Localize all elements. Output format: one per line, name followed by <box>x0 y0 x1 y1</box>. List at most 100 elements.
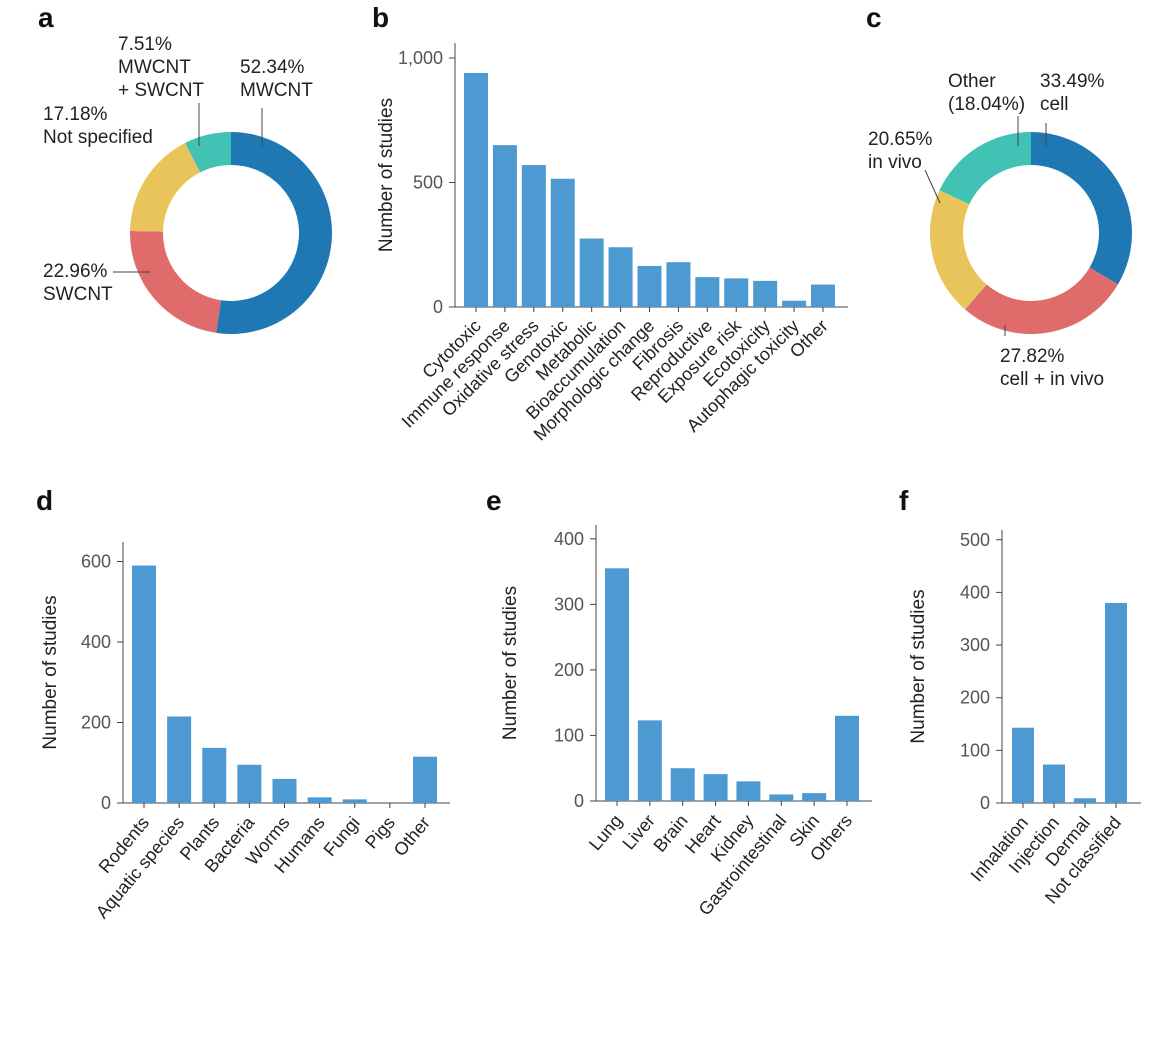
slice-label-c: 33.49%cell <box>1040 71 1105 146</box>
bar <box>202 747 227 803</box>
y-tick-label: 500 <box>960 530 990 550</box>
bar <box>666 262 691 307</box>
slice-label-text: + SWCNT <box>118 80 204 101</box>
y-tick-label: 200 <box>81 713 111 733</box>
y-tick-label: 400 <box>81 632 111 652</box>
donut-slice <box>130 231 222 333</box>
bar <box>835 715 859 801</box>
y-tick-label: 200 <box>554 660 584 680</box>
category-label: Lung <box>585 811 626 855</box>
bar <box>521 165 546 307</box>
y-tick-label: 500 <box>413 173 443 193</box>
bar <box>1105 602 1127 803</box>
slice-label-text: cell <box>1040 94 1069 115</box>
panel-label-b: b <box>372 2 389 33</box>
donut-chart-a <box>130 132 332 334</box>
bar <box>782 300 807 307</box>
slice-label-text: Other <box>948 71 996 92</box>
panel-label-d: d <box>36 485 53 516</box>
donut-chart-c <box>930 132 1132 335</box>
slice-label-c: Other(18.04%) <box>948 71 1025 146</box>
bar <box>307 797 332 803</box>
bar <box>802 793 827 801</box>
donut-slice <box>1031 132 1132 285</box>
y-tick-label: 300 <box>960 635 990 655</box>
panel-label-a: a <box>38 2 54 33</box>
donut-slice <box>216 132 332 334</box>
bar <box>272 778 297 803</box>
bar <box>695 277 720 307</box>
panel-label-c: c <box>866 2 882 33</box>
y-tick-label: 0 <box>980 793 990 813</box>
bar <box>605 568 629 801</box>
bar <box>492 145 517 307</box>
category-label: Other <box>390 813 434 860</box>
donut-slice <box>939 132 1031 205</box>
bar <box>703 774 728 801</box>
y-tick-label: 0 <box>433 297 443 317</box>
slice-label-a: 22.96%SWCNT <box>43 261 150 305</box>
bar <box>670 768 695 801</box>
slice-label-text: 17.18% <box>43 104 108 125</box>
panel-label-f: f <box>899 485 909 516</box>
bar <box>811 284 835 307</box>
slice-label-text: 20.65% <box>868 129 933 150</box>
y-axis-title: Number of studies <box>908 589 929 743</box>
slice-label-c: 27.82%cell + in vivo <box>1000 325 1104 390</box>
y-axis-title: Number of studies <box>376 98 397 252</box>
slice-label-text: 22.96% <box>43 261 108 282</box>
bar <box>637 265 662 307</box>
donut-slice <box>930 190 987 310</box>
bar <box>132 565 156 803</box>
slice-label-text: MWCNT <box>240 80 313 101</box>
y-tick-label: 400 <box>554 529 584 549</box>
slice-label-a: 17.18%Not specified <box>43 104 153 148</box>
slice-label-text: (18.04%) <box>948 94 1025 115</box>
bar <box>1012 727 1034 803</box>
slice-label-text: in vivo <box>868 152 922 173</box>
y-tick-label: 600 <box>81 552 111 572</box>
bar <box>342 799 367 803</box>
category-label: Fungi <box>320 813 364 860</box>
y-tick-label: 400 <box>960 582 990 602</box>
bar <box>167 716 192 803</box>
y-tick-label: 0 <box>574 791 584 811</box>
slice-label-text: cell + in vivo <box>1000 369 1104 390</box>
bar <box>769 794 794 801</box>
slice-label-text: 27.82% <box>1000 346 1065 367</box>
slice-label-text: 33.49% <box>1040 71 1105 92</box>
y-tick-label: 200 <box>960 688 990 708</box>
panel-label-e: e <box>486 485 502 516</box>
slice-label-text: 52.34% <box>240 57 305 78</box>
slice-label-a: 7.51%MWCNT+ SWCNT <box>118 34 204 146</box>
slice-label-c: 20.65%in vivo <box>868 129 941 204</box>
bar <box>637 720 662 801</box>
bar <box>724 278 749 307</box>
bar <box>413 756 437 803</box>
bar <box>579 238 604 307</box>
y-tick-label: 100 <box>554 725 584 745</box>
bar <box>1043 764 1065 803</box>
bar <box>753 280 778 307</box>
y-axis-title: Number of studies <box>500 586 521 740</box>
bar <box>1074 798 1096 803</box>
y-tick-label: 0 <box>101 793 111 813</box>
y-tick-label: 100 <box>960 740 990 760</box>
donut-slice <box>185 132 231 173</box>
slice-label-a: 52.34%MWCNT <box>240 57 313 146</box>
bar <box>237 764 262 803</box>
bar <box>736 781 761 801</box>
slice-label-text: MWCNT <box>118 57 191 78</box>
slice-label-text: 7.51% <box>118 34 172 55</box>
y-axis-title: Number of studies <box>40 595 61 749</box>
slice-label-text: SWCNT <box>43 284 113 305</box>
slice-label-text: Not specified <box>43 127 153 148</box>
bar <box>550 178 575 307</box>
leader-line <box>924 169 941 204</box>
